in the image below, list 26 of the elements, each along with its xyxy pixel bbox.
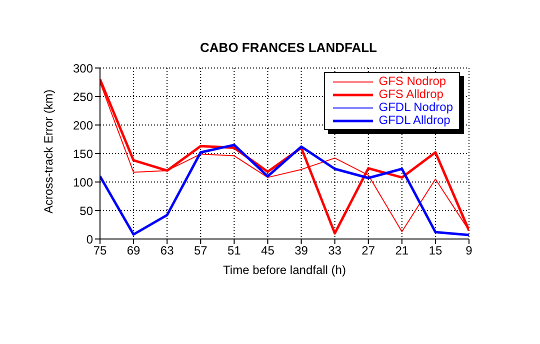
x-tick-label: 63 [160, 244, 174, 258]
y-tick-label: 50 [80, 204, 94, 218]
x-tick-label: 69 [126, 244, 141, 258]
y-tick-label: 150 [72, 146, 94, 161]
x-tick-label: 75 [93, 244, 107, 258]
x-tick-label: 21 [395, 244, 409, 258]
x-tick-label: 9 [466, 244, 473, 258]
y-axis-title: Across-track Error (km) [41, 90, 56, 214]
y-tick-label: 200 [72, 118, 94, 132]
y-tick-label: 0 [86, 232, 94, 246]
x-tick-label: 33 [328, 244, 342, 258]
x-tick-label: 51 [228, 244, 242, 258]
x-tick-label: 45 [261, 244, 275, 258]
y-tick-label: 100 [72, 175, 94, 190]
legend-label: GFDL Alldrop [378, 113, 450, 127]
chart-title: CABO FRANCES LANDFALL [199, 40, 378, 55]
x-tick-label: 57 [194, 244, 208, 258]
x-axis-title: Time before landfall (h) [223, 263, 346, 277]
legend-label: GFDL Nodrop [378, 100, 453, 114]
x-tick-label: 39 [294, 244, 308, 258]
y-tick-label: 300 [72, 61, 94, 76]
legend-label: GFS Alldrop [378, 87, 444, 101]
x-tick-label: 15 [428, 244, 442, 258]
y-tick-label: 250 [72, 90, 94, 104]
x-tick-label: 27 [362, 244, 376, 258]
legend-label: GFS Nodrop [378, 74, 446, 88]
